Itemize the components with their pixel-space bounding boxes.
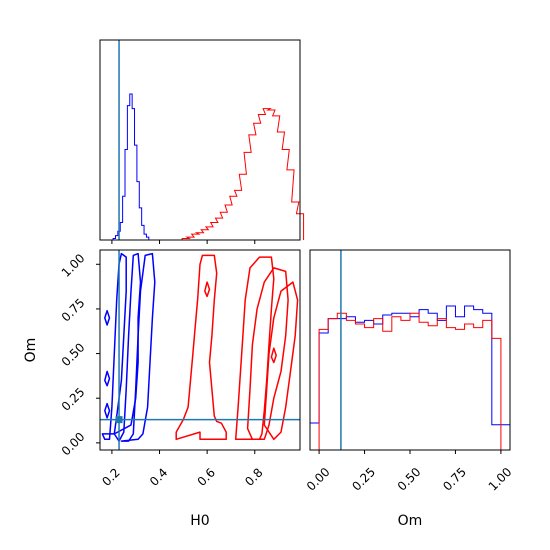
contour-line-series-1-2	[234, 256, 275, 441]
contour-line-series-0-4	[104, 370, 111, 387]
contour-line-series-0-1	[113, 252, 142, 442]
contour-line-series-0-5	[104, 402, 111, 419]
contour-line-series-1-0	[175, 254, 227, 441]
contour-line-series-0-3	[104, 309, 111, 326]
contour-line-series-1-1	[204, 281, 211, 298]
contour-line-series-1-5	[270, 347, 277, 364]
contour-truth-marker	[115, 416, 123, 424]
h0-histogram-series-1	[175, 108, 305, 241]
contour-ylabel: Om	[23, 338, 39, 363]
contour-line-series-1-4	[263, 281, 299, 441]
contour-line-series-1-3	[246, 267, 289, 441]
contour-xlabel: H0	[190, 513, 209, 529]
om-histogram-series-1	[318, 312, 502, 450]
h0-marginal-histogram-panel	[99, 39, 305, 244]
om-hist-xlabel: Om	[398, 513, 423, 529]
contour-line-series-0-2	[101, 252, 127, 441]
